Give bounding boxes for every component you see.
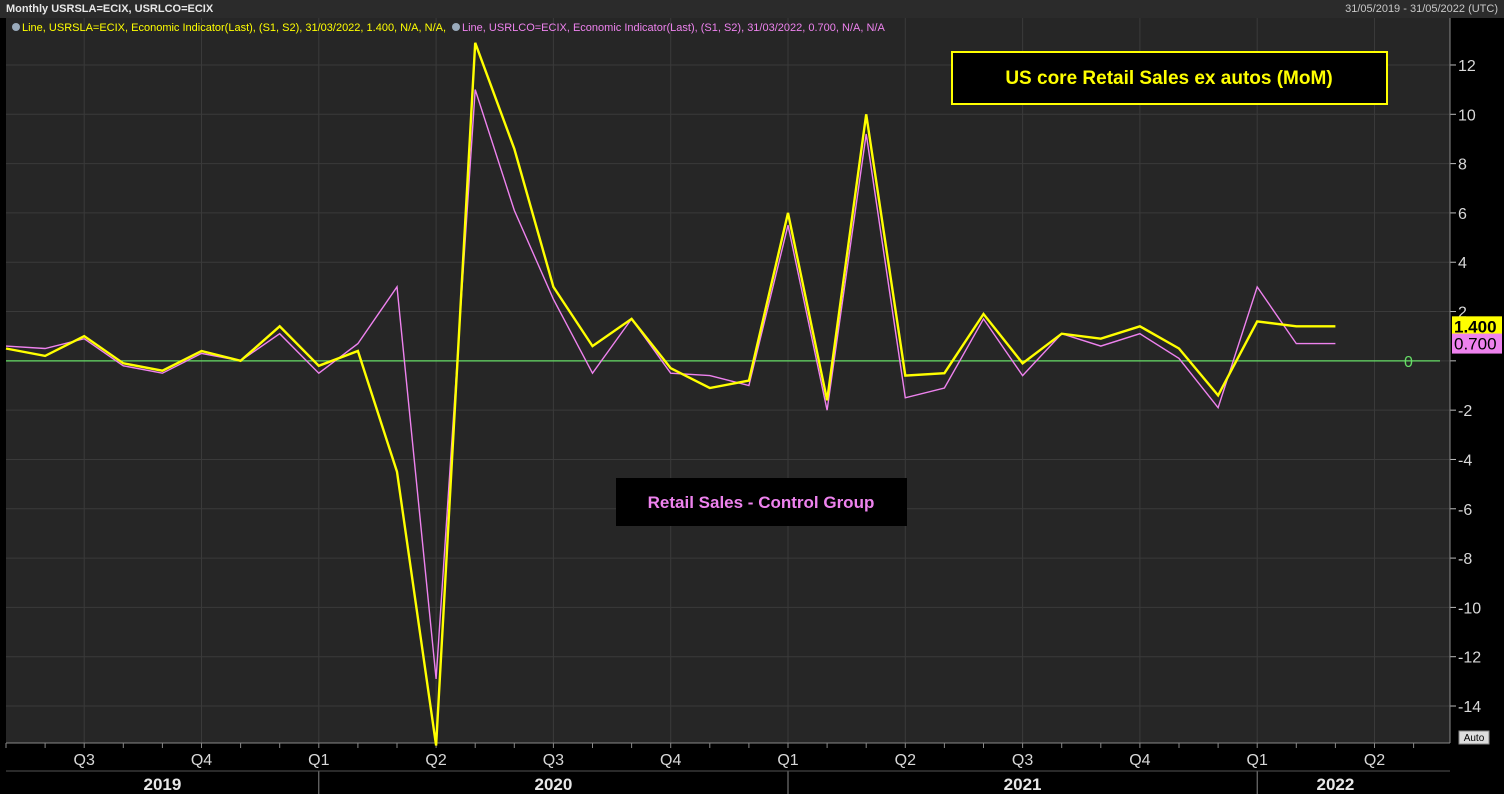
- last-value-tag-box: [1452, 316, 1502, 337]
- chart-header-date-range: 31/05/2019 - 31/05/2022 (UTC): [1345, 3, 1498, 15]
- axes: 12 10 8 6 4 2 -2 -4 -6 -8 -10 -12 -14 Q3 Q4 Q1 Q2 Q3 Q4 Q1 Q…: [5, 18, 1481, 794]
- zero-line-group: 0: [6, 354, 1440, 371]
- title-annotation-text: US core Retail Sales ex autos (MoM): [1005, 68, 1332, 89]
- year-label: 2022: [1316, 775, 1354, 794]
- zero-line-label: 0: [1404, 354, 1413, 371]
- x-tick-label: Q2: [1364, 752, 1385, 769]
- title-annotation: US core Retail Sales ex autos (MoM): [951, 51, 1388, 105]
- x-tick-label: Q2: [895, 752, 916, 769]
- x-tick-label: Q4: [660, 752, 681, 769]
- year-label: 2019: [143, 775, 181, 794]
- legend-entry-usrsla: Line, USRSLA=ECIX, Economic Indicator(La…: [22, 22, 446, 34]
- x-tick-label: Q3: [1012, 752, 1033, 769]
- legend: Line, USRSLA=ECIX, Economic Indicator(La…: [12, 22, 885, 34]
- y-tick-label: 10: [1458, 107, 1476, 124]
- y-tick-label: -6: [1458, 502, 1472, 519]
- x-tick-label: Q1: [1247, 752, 1268, 769]
- auto-button[interactable]: Auto: [1458, 730, 1490, 745]
- y-tick-label: 12: [1458, 58, 1476, 75]
- y-tick-label: 4: [1458, 255, 1467, 272]
- x-tick-label: Q1: [777, 752, 798, 769]
- series-line-usrsla: [5, 42, 1336, 746]
- x-tick-label: Q3: [543, 752, 564, 769]
- x-tick-label: Q1: [308, 752, 329, 769]
- y-tick-label: -8: [1458, 551, 1472, 568]
- y-tick-label: -2: [1458, 403, 1472, 420]
- y-tick-label: -4: [1458, 452, 1472, 469]
- x-tick-label: Q2: [425, 752, 446, 769]
- x-tick-label: Q4: [1129, 752, 1150, 769]
- last-value-tag-usrlco: 0.700: [1452, 333, 1502, 354]
- legend-dot-icon: [452, 23, 460, 31]
- title-annotation-box: [951, 51, 1388, 105]
- y-tick-label: 6: [1458, 206, 1467, 223]
- y-tick-label: -10: [1458, 600, 1481, 617]
- control-group-annotation: Retail Sales - Control Group: [616, 478, 907, 526]
- chart-header: Monthly USRSLA=ECIX, USRLCO=ECIX 31/05/2…: [0, 0, 1504, 18]
- year-label: 2020: [534, 775, 572, 794]
- y-tick-label: -14: [1458, 699, 1481, 716]
- year-label: 2021: [1004, 775, 1042, 794]
- y-tick-label: 2: [1458, 305, 1467, 322]
- legend-entry-usrlco: Line, USRLCO=ECIX, Economic Indicator(La…: [462, 22, 885, 34]
- control-group-annotation-box: [616, 478, 907, 526]
- last-value-tag-box: [1452, 333, 1502, 354]
- auto-button-label[interactable]: Auto: [1464, 733, 1485, 744]
- y-tick-label: -12: [1458, 650, 1481, 667]
- y-tick-label: 8: [1458, 157, 1467, 174]
- x-tick-label: Q4: [191, 752, 212, 769]
- chart-header-title: Monthly USRSLA=ECIX, USRLCO=ECIX: [6, 3, 214, 15]
- auto-button-box[interactable]: [1458, 730, 1490, 745]
- legend-dot-icon: [12, 23, 20, 31]
- chart-canvas: 12 10 8 6 4 2 -2 -4 -6 -8 -10 -12 -14 Q3 Q4 Q1 Q2 Q3 Q4 Q1 Q…: [0, 18, 1504, 794]
- last-value-tag-label: 0.700: [1454, 335, 1497, 354]
- last-value-tag-usrsla: 1.400: [1452, 316, 1502, 337]
- control-group-annotation-text: Retail Sales - Control Group: [648, 493, 875, 512]
- x-tick-label: Q3: [74, 752, 95, 769]
- last-value-tag-label: 1.400: [1454, 317, 1497, 336]
